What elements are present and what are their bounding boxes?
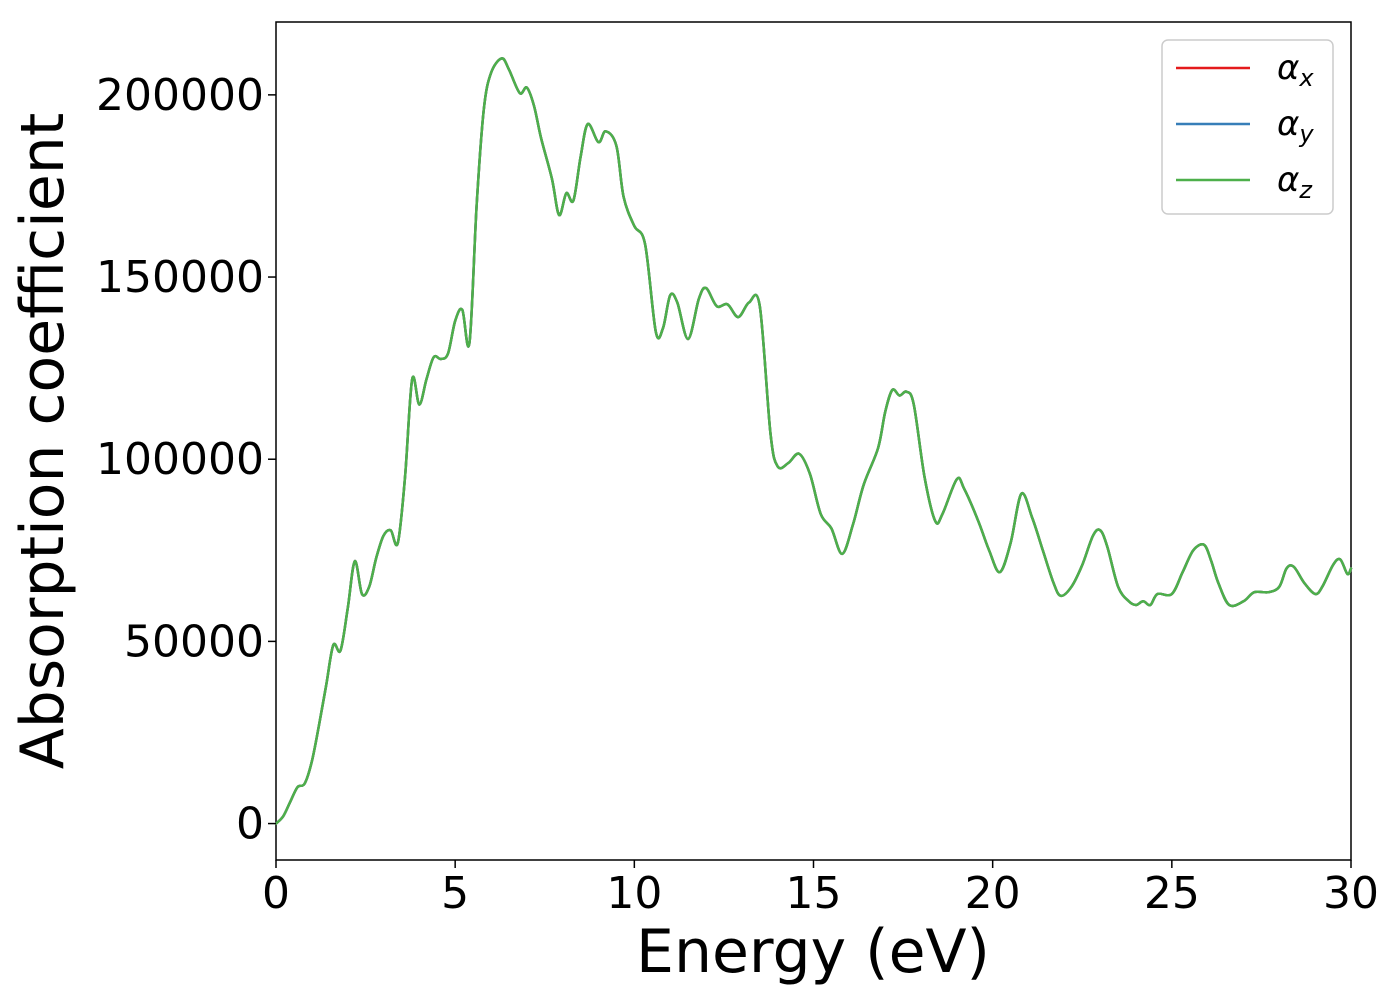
legend-box	[1161, 39, 1334, 215]
series-line-alpha-z	[274, 57, 1353, 825]
y-tick-label: 150000	[96, 252, 264, 303]
x-tick-label: 25	[1144, 868, 1200, 919]
x-tick-label: 0	[262, 868, 290, 919]
x-tick-label: 30	[1323, 868, 1379, 919]
series-lines	[274, 57, 1353, 825]
x-tick-label: 5	[441, 868, 469, 919]
y-axis: 0 50000 100000 150000 200000	[96, 70, 276, 850]
y-axis-title: Absorption coefficient	[8, 113, 78, 770]
x-axis: 0 5 10 15 20 25 30	[262, 860, 1379, 919]
y-tick-label: 50000	[124, 616, 264, 667]
legend-label-alpha-z: αz	[1277, 160, 1313, 204]
x-axis-title: Energy (eV)	[636, 917, 990, 987]
x-tick-label: 10	[606, 868, 662, 919]
x-tick-label: 15	[786, 868, 842, 919]
y-tick-label: 0	[236, 799, 264, 850]
legend-label-alpha-x: αx	[1277, 48, 1314, 92]
legend-label-alpha-y: αy	[1277, 104, 1314, 148]
x-tick-label: 20	[965, 868, 1021, 919]
legend: αx αy αz	[1161, 39, 1334, 215]
y-tick-label: 200000	[96, 70, 264, 121]
y-tick-label: 100000	[96, 434, 264, 485]
